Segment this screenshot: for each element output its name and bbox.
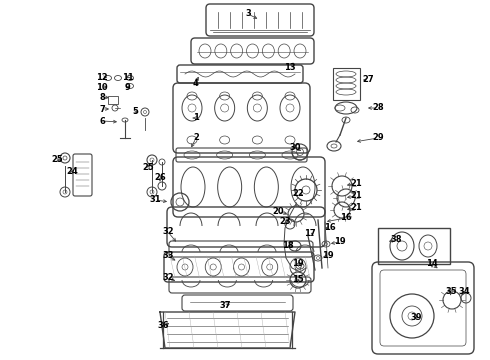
Text: 11: 11 xyxy=(122,72,134,81)
Text: 25: 25 xyxy=(51,156,63,165)
Text: 21: 21 xyxy=(350,192,362,201)
Text: 36: 36 xyxy=(157,321,169,330)
Text: 33: 33 xyxy=(162,252,174,261)
Text: 38: 38 xyxy=(390,235,402,244)
Text: 17: 17 xyxy=(304,230,316,238)
Text: 35: 35 xyxy=(445,288,457,297)
Text: 8: 8 xyxy=(99,93,105,102)
Text: 32: 32 xyxy=(162,228,174,237)
Text: 22: 22 xyxy=(292,189,304,198)
Text: 21: 21 xyxy=(350,203,362,212)
Bar xyxy=(333,68,360,100)
Text: 23: 23 xyxy=(279,217,291,226)
Text: 4: 4 xyxy=(192,80,198,89)
Text: 2: 2 xyxy=(193,134,199,143)
Text: 6: 6 xyxy=(99,117,105,126)
Text: 15: 15 xyxy=(292,275,304,284)
Text: 27: 27 xyxy=(362,76,374,85)
Text: 12: 12 xyxy=(96,72,108,81)
Text: 9: 9 xyxy=(124,82,130,91)
Bar xyxy=(108,96,118,104)
Text: 1: 1 xyxy=(193,113,199,122)
Text: 7: 7 xyxy=(99,104,105,113)
Text: 39: 39 xyxy=(410,314,422,323)
Text: 19: 19 xyxy=(292,260,304,269)
Text: 29: 29 xyxy=(372,134,384,143)
Text: 32: 32 xyxy=(162,274,174,283)
Text: 16: 16 xyxy=(340,213,352,222)
Text: 21: 21 xyxy=(350,179,362,188)
Text: 19: 19 xyxy=(322,252,334,261)
Text: 19: 19 xyxy=(334,238,346,247)
Text: 26: 26 xyxy=(154,174,166,183)
Text: 13: 13 xyxy=(284,63,296,72)
Bar xyxy=(378,228,450,264)
Text: 10: 10 xyxy=(96,82,108,91)
Text: 34: 34 xyxy=(458,288,470,297)
Text: 18: 18 xyxy=(282,242,294,251)
Text: 24: 24 xyxy=(66,167,78,176)
Text: 5: 5 xyxy=(132,108,138,117)
Text: 30: 30 xyxy=(289,144,301,153)
Text: 28: 28 xyxy=(372,104,384,112)
Text: 3: 3 xyxy=(245,9,251,18)
Text: 37: 37 xyxy=(219,302,231,310)
Text: 31: 31 xyxy=(149,195,161,204)
Text: 16: 16 xyxy=(324,224,336,233)
Text: 14: 14 xyxy=(426,260,438,269)
Text: 25: 25 xyxy=(142,163,154,172)
Text: 20: 20 xyxy=(272,207,284,216)
